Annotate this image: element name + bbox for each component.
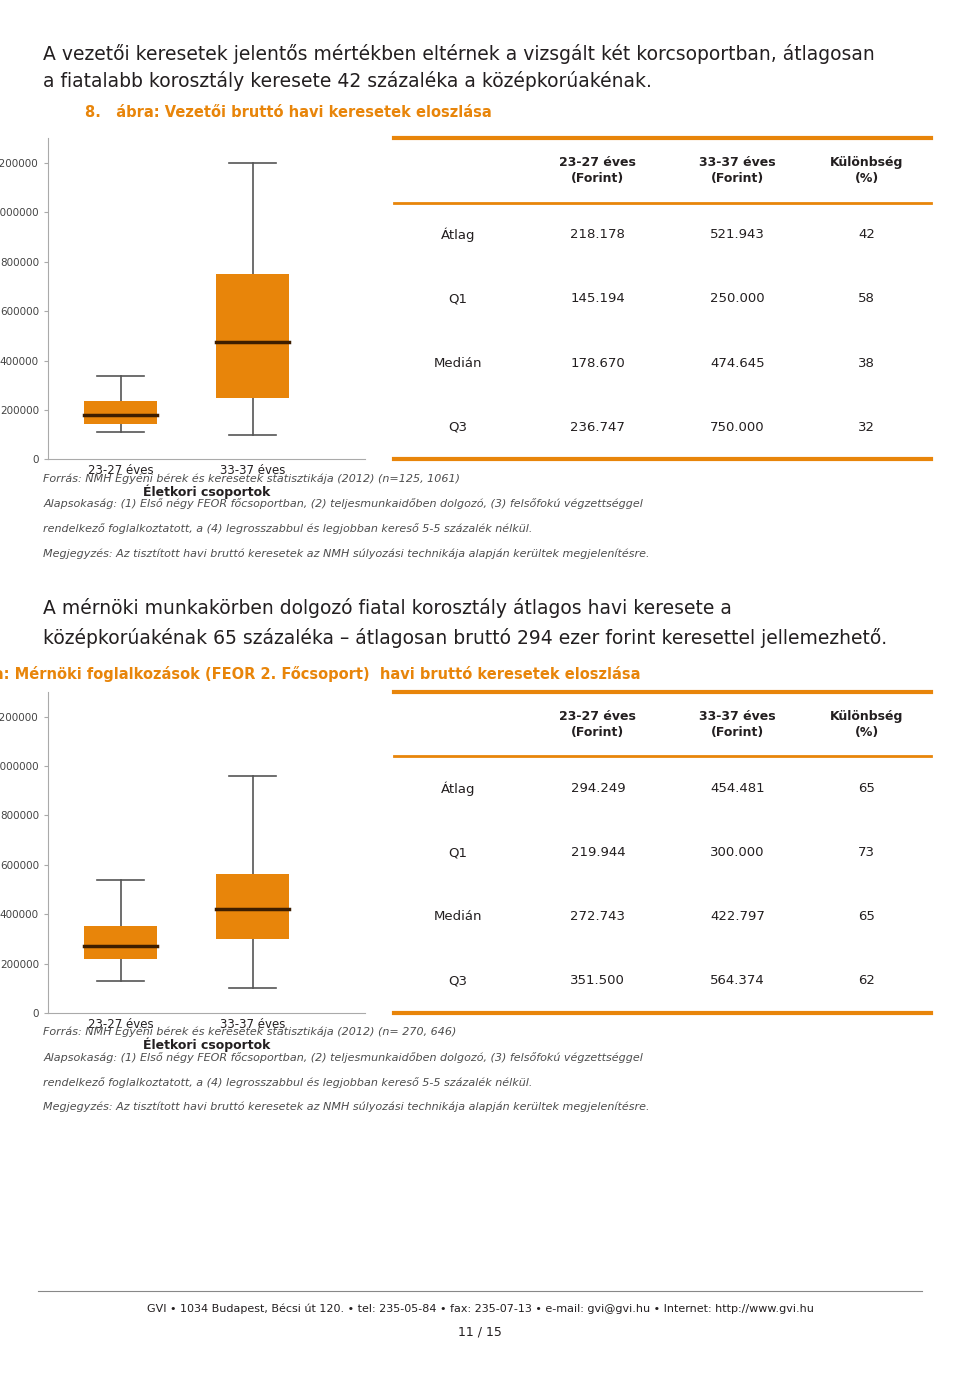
Text: 750.000: 750.000 [710,421,765,433]
Text: GVI • 1034 Budapest, Bécsi út 120. • tel: 235-05-84 • fax: 235-07-13 • e-mail: g: GVI • 1034 Budapest, Bécsi út 120. • tel… [147,1304,813,1315]
Text: 23-27 éves
(Forint): 23-27 éves (Forint) [560,710,636,739]
Text: 219.944: 219.944 [570,846,625,859]
X-axis label: Életkori csoportok: Életkori csoportok [143,484,270,498]
Text: 11 / 15: 11 / 15 [458,1326,502,1338]
Text: Alapsokaság: (1) Első négy FEOR főcsoportban, (2) teljesmunkaidőben dolgozó, (3): Alapsokaság: (1) Első négy FEOR főcsopor… [43,1052,643,1063]
Text: 9.   ábra: Mérnöki foglalkozások (FEOR 2. Főcsoport)  havi bruttó keresetek elos: 9. ábra: Mérnöki foglalkozások (FEOR 2. … [0,666,640,682]
Bar [84,401,156,424]
Text: a fiatalabb korosztály keresete 42 százaléka a középkorúakénak.: a fiatalabb korosztály keresete 42 száza… [43,71,652,90]
Text: 351.500: 351.500 [570,974,625,987]
Text: 300.000: 300.000 [710,846,765,859]
Text: Különbség
(%): Különbség (%) [830,156,903,185]
Text: 294.249: 294.249 [570,782,625,794]
Text: 58: 58 [858,292,876,306]
Text: 474.645: 474.645 [710,357,765,370]
Text: 73: 73 [858,846,876,859]
Text: Átlag: Átlag [441,227,475,242]
Text: 145.194: 145.194 [570,292,625,306]
Text: 33-37 éves
(Forint): 33-37 éves (Forint) [699,710,776,739]
Bar [216,873,289,938]
Text: Medián: Medián [434,911,482,923]
Text: 422.797: 422.797 [710,911,765,923]
Text: Átlag: Átlag [441,781,475,796]
Text: 38: 38 [858,357,876,370]
Text: Megjegyzés: Az tisztított havi bruttó keresetek az NMH súlyozási technikája alap: Megjegyzés: Az tisztított havi bruttó ke… [43,1102,650,1113]
Text: Q1: Q1 [448,846,468,859]
Text: 178.670: 178.670 [570,357,625,370]
Text: 236.747: 236.747 [570,421,625,433]
Text: Megjegyzés: Az tisztított havi bruttó keresetek az NMH súlyozási technikája alap: Megjegyzés: Az tisztított havi bruttó ke… [43,548,650,559]
Text: Forrás: NMH Egyéni bérek és keresetek statisztikája (2012) (n= 270, 646): Forrás: NMH Egyéni bérek és keresetek st… [43,1027,457,1038]
Text: Forrás: NMH Egyéni bérek és keresetek statisztikája (2012) (n=125, 1061): Forrás: NMH Egyéni bérek és keresetek st… [43,473,460,484]
Text: 8.   ábra: Vezetői bruttó havi keresetek eloszlása: 8. ábra: Vezetői bruttó havi keresetek e… [84,105,492,120]
Text: 33-37 éves
(Forint): 33-37 éves (Forint) [699,156,776,185]
Text: 62: 62 [858,974,876,987]
Text: Q1: Q1 [448,292,468,306]
Text: 218.178: 218.178 [570,228,625,241]
Text: Alapsokaság: (1) Első négy FEOR főcsoportban, (2) teljesmunkaidőben dolgozó, (3): Alapsokaság: (1) Első négy FEOR főcsopor… [43,498,643,509]
Bar [216,274,289,397]
Text: Különbség
(%): Különbség (%) [830,710,903,739]
Text: 65: 65 [858,782,876,794]
Text: rendelkező foglalkoztatott, a (4) legrosszabbul és legjobban kereső 5-5 százalék: rendelkező foglalkoztatott, a (4) legros… [43,523,533,534]
Text: középkorúakénak 65 százaléka – átlagosan bruttó 294 ezer forint keresettel jelle: középkorúakénak 65 százaléka – átlagosan… [43,628,887,648]
Text: Q3: Q3 [448,421,468,433]
Text: A mérnöki munkakörben dolgozó fiatal korosztály átlagos havi keresete a: A mérnöki munkakörben dolgozó fiatal kor… [43,598,732,617]
Text: Medián: Medián [434,357,482,370]
Text: 42: 42 [858,228,876,241]
Text: 23-27 éves
(Forint): 23-27 éves (Forint) [560,156,636,185]
Text: 250.000: 250.000 [710,292,765,306]
Text: 32: 32 [858,421,876,433]
Text: Q3: Q3 [448,974,468,987]
Text: rendelkező foglalkoztatott, a (4) legrosszabbul és legjobban kereső 5-5 százalék: rendelkező foglalkoztatott, a (4) legros… [43,1077,533,1088]
Text: 272.743: 272.743 [570,911,625,923]
Text: 454.481: 454.481 [710,782,765,794]
Text: 65: 65 [858,911,876,923]
Text: 521.943: 521.943 [710,228,765,241]
X-axis label: Életkori csoportok: Életkori csoportok [143,1038,270,1052]
Text: A vezetői keresetek jelentős mértékben eltérnek a vizsgált két korcsoportban, át: A vezetői keresetek jelentős mértékben e… [43,44,875,64]
Text: 564.374: 564.374 [710,974,765,987]
Bar [84,926,156,959]
